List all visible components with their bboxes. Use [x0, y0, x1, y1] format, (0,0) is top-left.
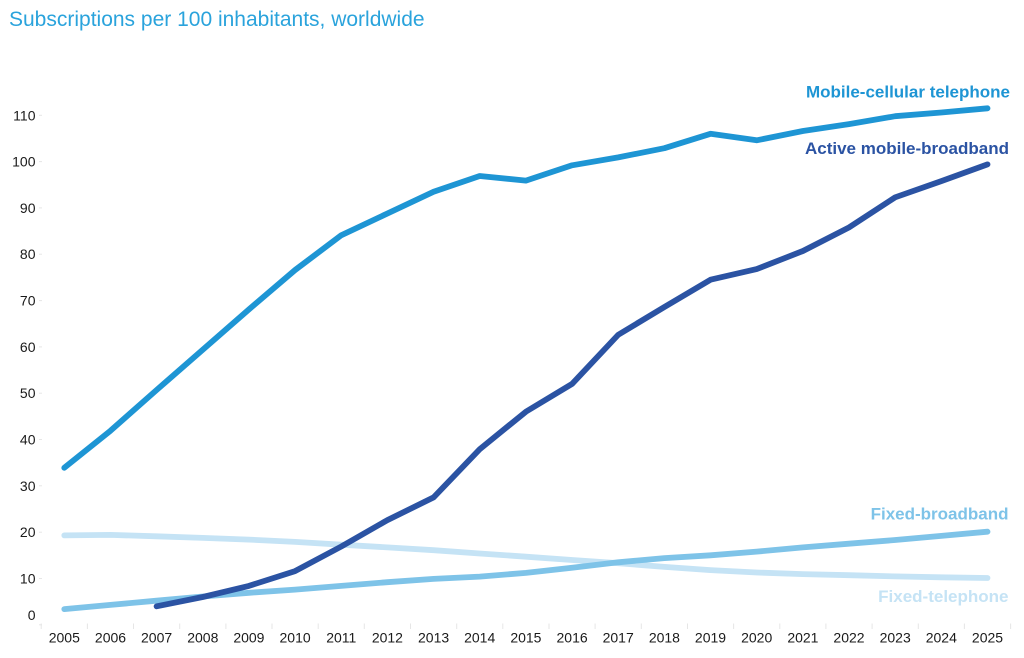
svg-text:40: 40	[20, 432, 36, 448]
svg-text:90: 90	[20, 200, 36, 216]
svg-text:2020: 2020	[741, 630, 772, 646]
svg-text:2015: 2015	[510, 630, 541, 646]
svg-text:2023: 2023	[880, 630, 911, 646]
svg-text:Mobile-cellular telephone: Mobile-cellular telephone	[806, 83, 1010, 102]
svg-text:60: 60	[20, 339, 36, 355]
svg-text:2021: 2021	[787, 630, 818, 646]
svg-text:2014: 2014	[464, 630, 495, 646]
svg-text:100: 100	[12, 154, 36, 170]
svg-text:2007: 2007	[141, 630, 172, 646]
svg-text:20: 20	[20, 524, 36, 540]
svg-text:2018: 2018	[649, 630, 680, 646]
svg-text:Fixed-telephone: Fixed-telephone	[878, 587, 1008, 606]
svg-text:10: 10	[20, 571, 36, 587]
svg-text:50: 50	[20, 385, 36, 401]
svg-text:2005: 2005	[49, 630, 80, 646]
svg-text:2025: 2025	[972, 630, 1003, 646]
svg-text:2017: 2017	[603, 630, 634, 646]
svg-text:Active mobile-broadband: Active mobile-broadband	[805, 139, 1009, 158]
svg-text:Fixed-broadband: Fixed-broadband	[871, 505, 1009, 524]
svg-text:80: 80	[20, 246, 36, 262]
svg-text:2019: 2019	[695, 630, 726, 646]
svg-text:2010: 2010	[280, 630, 311, 646]
svg-text:2008: 2008	[187, 630, 218, 646]
svg-text:110: 110	[13, 107, 36, 123]
svg-text:2013: 2013	[418, 630, 449, 646]
svg-text:2012: 2012	[372, 630, 403, 646]
svg-text:2009: 2009	[233, 630, 264, 646]
svg-text:2022: 2022	[833, 630, 864, 646]
svg-text:2024: 2024	[926, 630, 957, 646]
svg-text:30: 30	[20, 478, 36, 494]
svg-text:Subscriptions per 100 inhabita: Subscriptions per 100 inhabitants, world…	[9, 8, 425, 31]
svg-text:2011: 2011	[326, 630, 356, 646]
svg-text:70: 70	[20, 293, 36, 309]
svg-text:2006: 2006	[95, 630, 126, 646]
svg-text:0: 0	[28, 607, 36, 623]
svg-text:2016: 2016	[557, 630, 588, 646]
